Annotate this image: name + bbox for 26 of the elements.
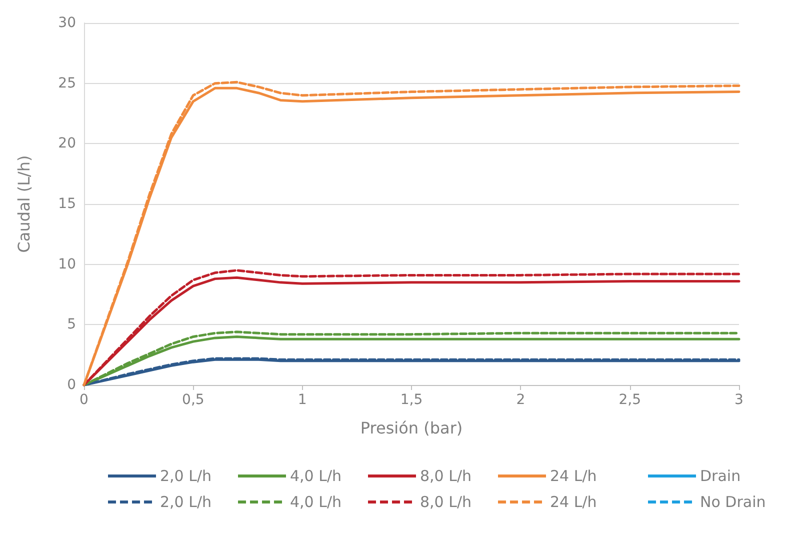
legend-label: 4,0 L/h [290, 467, 342, 485]
x-tick-label: 0 [80, 392, 88, 408]
y-axis-title: Caudal (L/h) [14, 155, 34, 253]
y-tick-label: 10 [58, 256, 76, 272]
y-tick-label: 20 [58, 136, 76, 152]
y-tick-label: 15 [58, 196, 76, 212]
legend-label: 8,0 L/h [420, 467, 472, 485]
legend-label: No Drain [700, 493, 766, 511]
legend-label: 8,0 L/h [420, 493, 472, 511]
legend-label: 24 L/h [550, 493, 597, 511]
x-tick-label: 1 [298, 392, 307, 408]
y-tick-label: 30 [58, 15, 76, 31]
x-tick-label: 3 [734, 392, 744, 408]
x-tick-label: 2 [516, 392, 526, 408]
legend-label: 2,0 L/h [160, 467, 212, 485]
x-tick-label: 0,5 [182, 392, 204, 408]
x-tick-label: 2,5 [618, 392, 641, 408]
x-tick-label: 1,5 [400, 392, 423, 408]
x-axis-title: Presión (bar) [360, 418, 463, 438]
legend-label: 2,0 L/h [160, 493, 212, 511]
legend-label: 24 L/h [550, 467, 597, 485]
y-tick-label: 25 [58, 75, 76, 92]
y-tick-label: 0 [67, 377, 76, 393]
y-tick-label: 5 [67, 316, 76, 333]
legend-label: Drain [700, 467, 741, 485]
legend-label: 4,0 L/h [290, 493, 342, 511]
